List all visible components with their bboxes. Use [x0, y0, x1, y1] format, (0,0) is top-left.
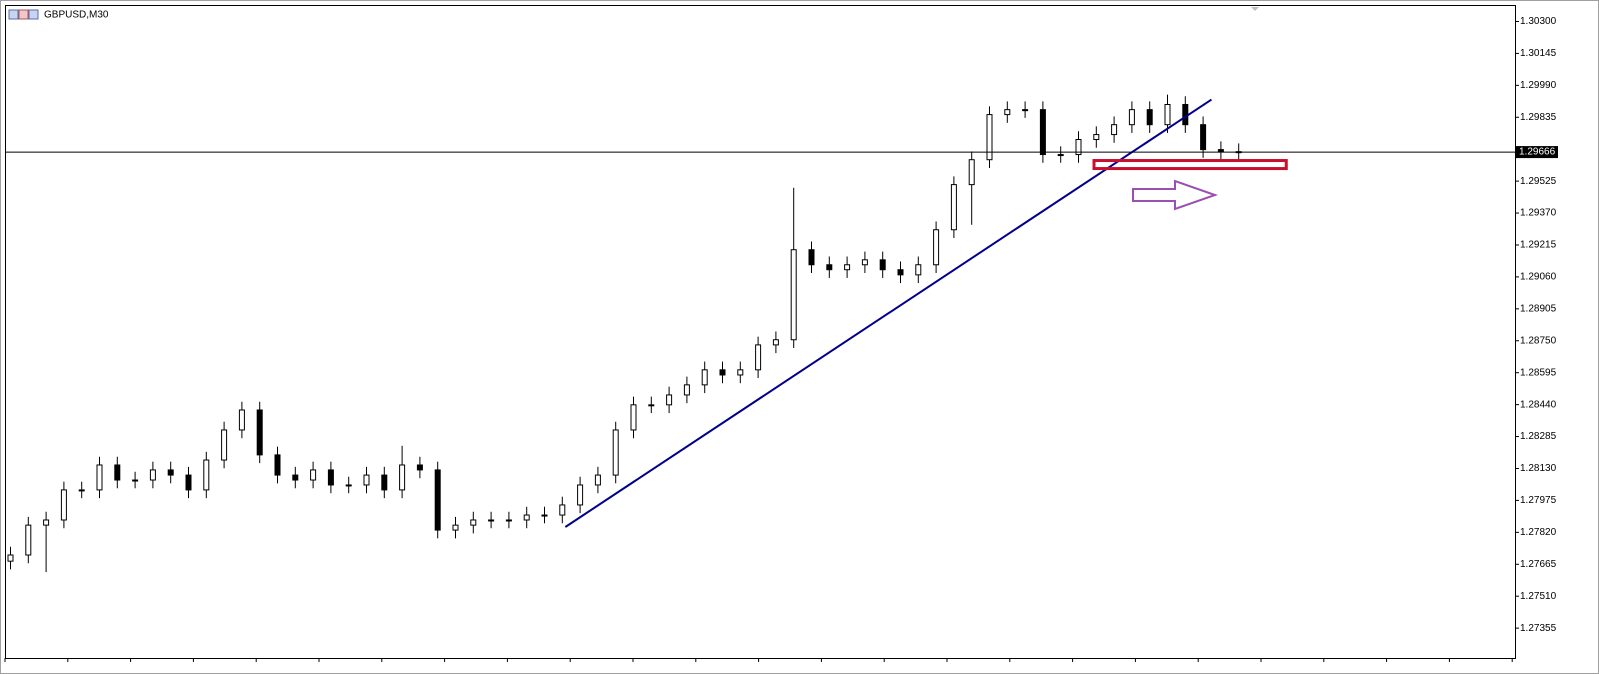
candle-body: [968, 159, 975, 186]
candle-body: [844, 264, 851, 271]
candle-body: [416, 464, 423, 471]
candle-body: [238, 409, 245, 431]
candle-body: [7, 554, 14, 562]
candle-body: [683, 384, 690, 396]
y-tick-label: 1.29215: [1520, 240, 1557, 251]
y-tick-label: 1.30145: [1520, 48, 1557, 59]
candle-body: [986, 114, 993, 161]
candle-body: [826, 264, 833, 271]
candle-body: [772, 339, 779, 346]
candle-body: [399, 464, 406, 491]
candle-body: [1111, 124, 1118, 136]
candle-body: [1004, 109, 1011, 116]
candle-body: [701, 369, 708, 386]
price-label: 1.29666: [1519, 147, 1556, 158]
candle-body: [1057, 154, 1064, 157]
candle-body: [1200, 124, 1207, 151]
candle-body: [96, 464, 103, 491]
chart-title: GBPUSD,M30: [44, 10, 109, 21]
candle-body: [185, 474, 192, 491]
candle-body: [327, 469, 334, 486]
candle-body: [1128, 109, 1135, 126]
y-tick-label: 1.27355: [1520, 623, 1557, 634]
y-tick-label: 1.30300: [1520, 16, 1557, 27]
y-tick-label: 1.29525: [1520, 176, 1557, 187]
candle-body: [25, 524, 32, 556]
candle-body: [434, 469, 441, 531]
candle-body: [808, 249, 815, 266]
candle-body: [310, 469, 317, 481]
y-tick-label: 1.28130: [1520, 463, 1557, 474]
candle-body: [381, 474, 388, 491]
y-tick-label: 1.29060: [1520, 272, 1557, 283]
candle-body: [505, 519, 512, 522]
candle-body: [345, 484, 352, 487]
symbol-icon: [8, 9, 39, 20]
candle-body: [879, 259, 886, 271]
candle-body: [719, 369, 726, 376]
plot-area: [5, 5, 1516, 659]
candle-body: [790, 249, 797, 341]
y-tick-label: 1.27665: [1520, 559, 1557, 570]
y-tick-label: 1.28905: [1520, 303, 1557, 314]
trendline: [564, 98, 1213, 528]
shift-marker: [1251, 7, 1259, 11]
candle-body: [452, 524, 459, 531]
candle-body: [523, 514, 530, 521]
candle-body: [594, 474, 601, 486]
zone-box: [1092, 159, 1288, 171]
candle-body: [221, 429, 228, 461]
candle-body: [1039, 109, 1046, 156]
price-label-bg: [1516, 146, 1558, 159]
candle-body: [256, 409, 263, 456]
candle-body: [950, 184, 957, 231]
candle-body: [861, 259, 868, 266]
candle-body: [488, 519, 495, 522]
candle-body: [114, 464, 121, 481]
candle-body: [737, 369, 744, 376]
candle-body: [1022, 109, 1029, 112]
candle-body: [630, 404, 637, 431]
candle-body: [577, 484, 584, 506]
candle-body: [897, 269, 904, 276]
y-tick-label: 1.28440: [1520, 399, 1557, 410]
candle-body: [60, 489, 67, 521]
candle-body: [363, 474, 370, 486]
candle-body: [292, 474, 299, 481]
candle-body: [666, 394, 673, 406]
candle-body: [612, 429, 619, 476]
candle-body: [1093, 134, 1100, 141]
candle-body: [1164, 103, 1171, 126]
y-tick-label: 1.27820: [1520, 527, 1557, 538]
arrow: [1132, 179, 1219, 211]
y-tick-label: 1.28285: [1520, 431, 1557, 442]
y-tick-label: 1.29835: [1520, 112, 1557, 123]
y-tick-label: 1.28750: [1520, 335, 1557, 346]
candle-body: [149, 469, 156, 481]
candle-body: [43, 519, 50, 526]
candle-body: [78, 489, 85, 492]
candle-body: [203, 459, 210, 491]
candle-body: [1075, 139, 1082, 156]
y-tick-label: 1.27510: [1520, 591, 1557, 602]
candle-body: [1217, 149, 1224, 153]
candle-body: [167, 469, 174, 476]
y-tick-label: 1.29990: [1520, 80, 1557, 91]
candle-body: [933, 229, 940, 266]
candle-body: [274, 454, 281, 476]
candle-body: [132, 479, 139, 482]
candle-body: [915, 264, 922, 276]
candle-body: [755, 344, 762, 371]
candle-body: [1146, 109, 1153, 126]
candle-body: [648, 404, 655, 407]
y-tick-label: 1.27975: [1520, 495, 1557, 506]
y-tick-label: 1.28595: [1520, 367, 1557, 378]
candle-body: [470, 519, 477, 526]
y-tick-label: 1.29370: [1520, 208, 1557, 219]
candle-body: [541, 514, 548, 517]
candle-body: [559, 504, 566, 516]
